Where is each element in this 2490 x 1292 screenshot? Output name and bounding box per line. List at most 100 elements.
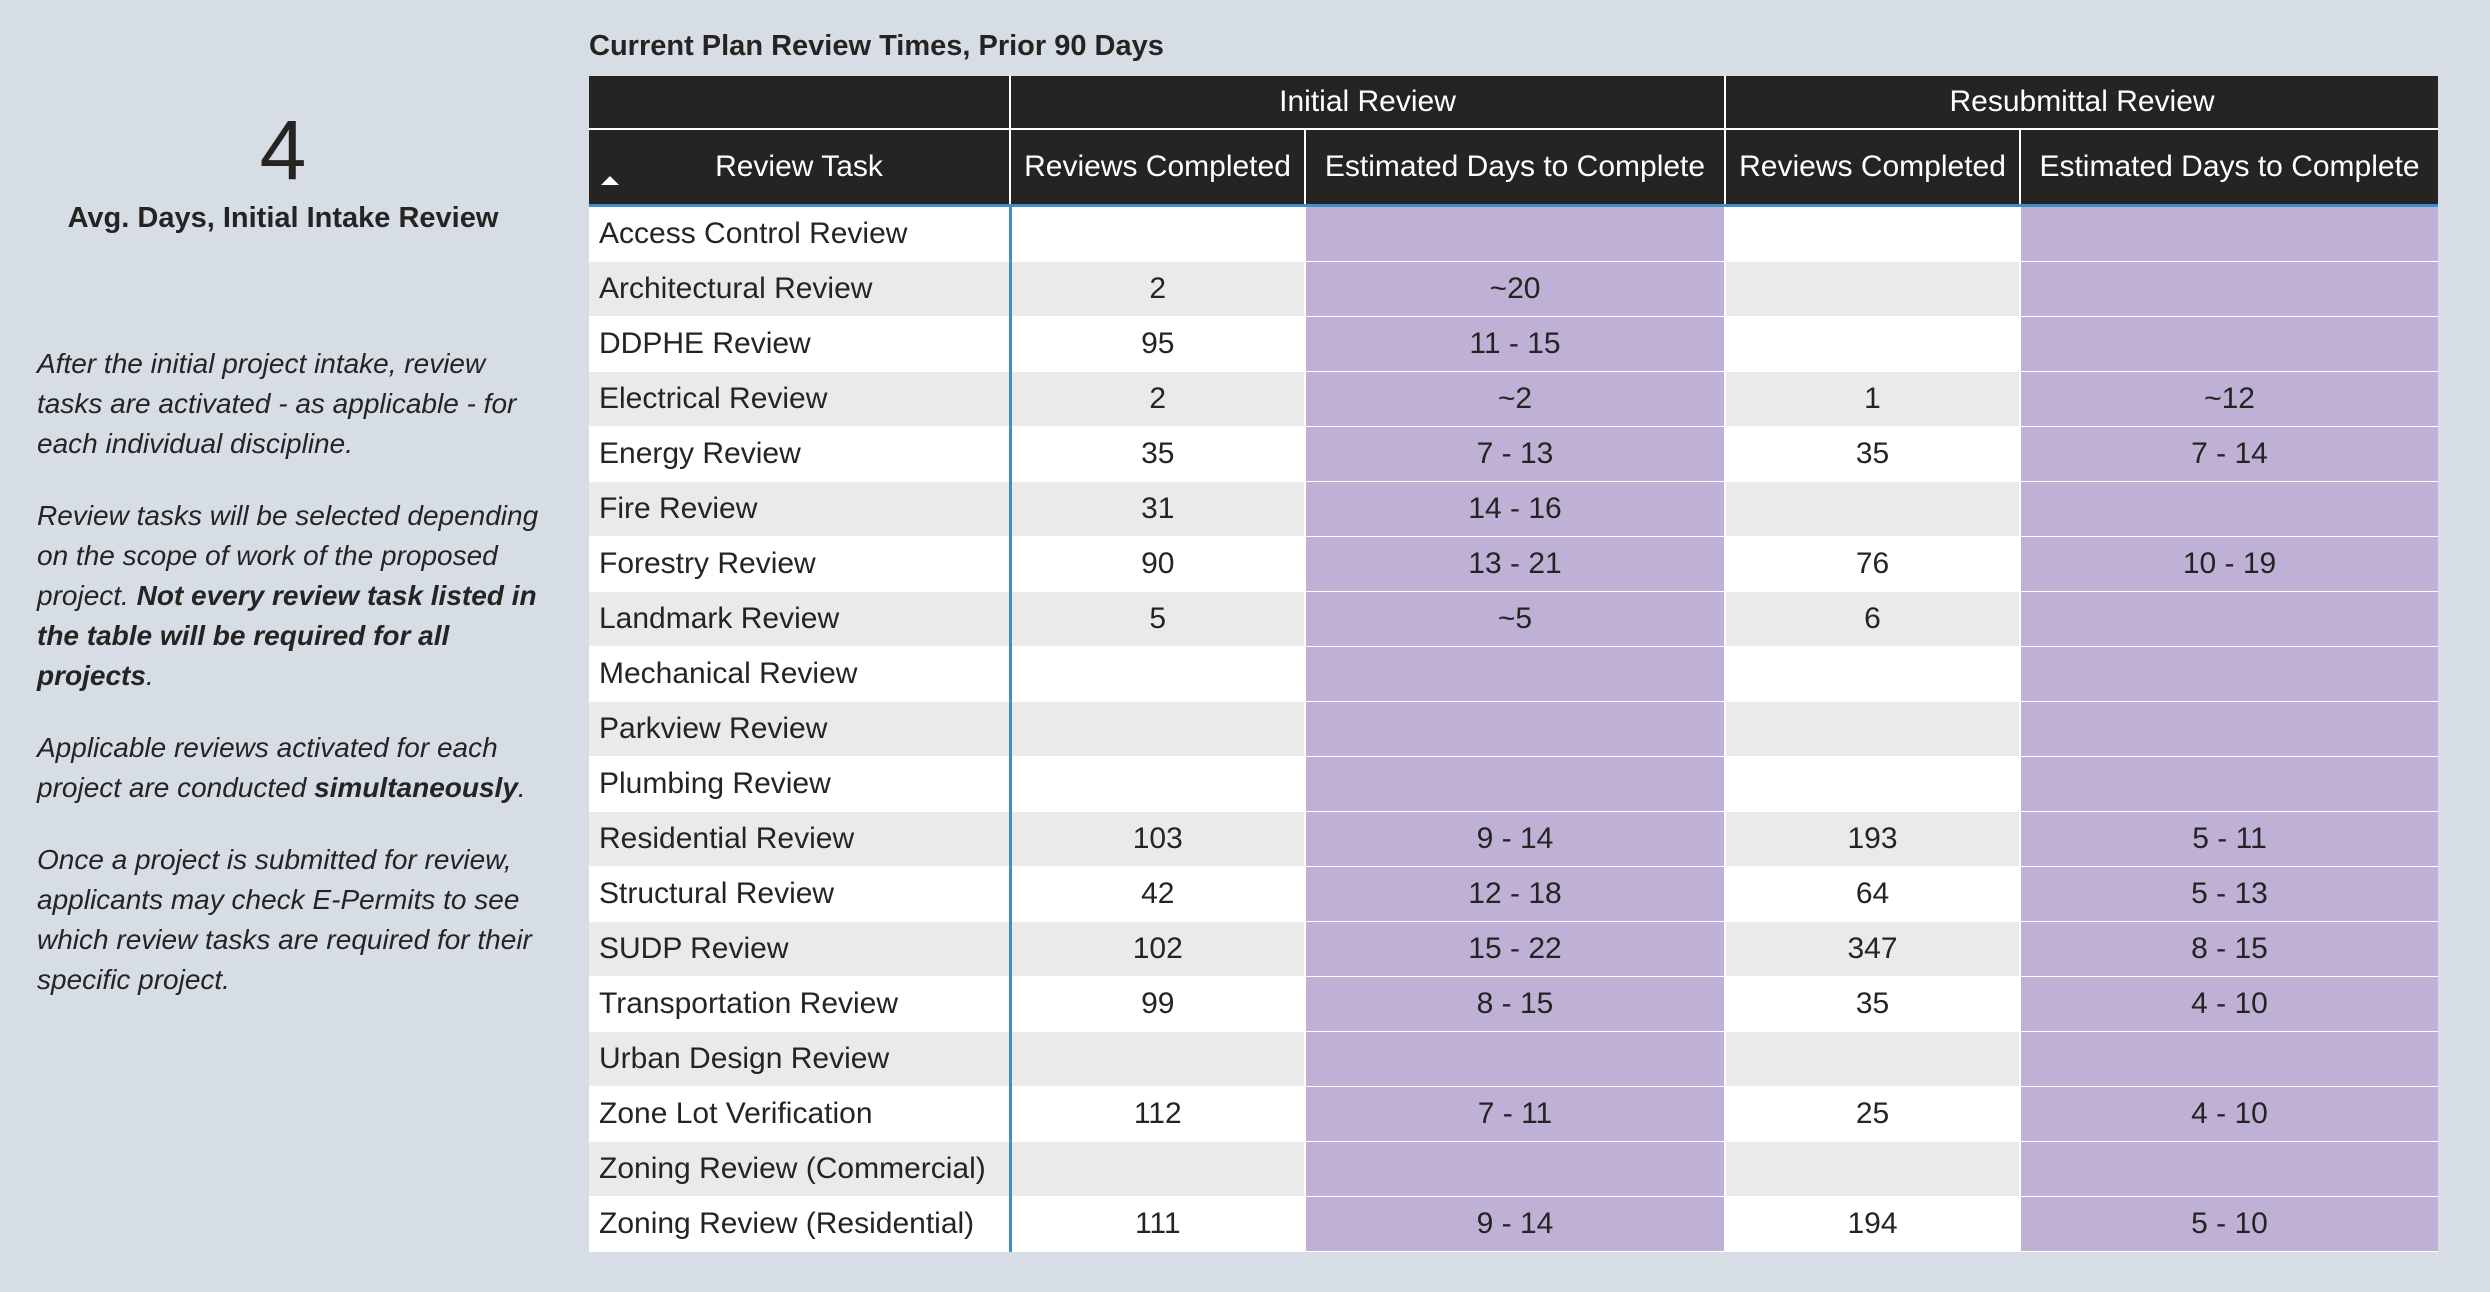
value-cell — [2019, 591, 2439, 647]
table-row: Zoning Review (Residential) 111 9 - 14 194 5… — [589, 1196, 2439, 1252]
task-cell: Fire Review — [589, 481, 1010, 537]
table-row: Zoning Review (Commercial) — [589, 1141, 2439, 1197]
value-cell — [1008, 701, 1305, 757]
value-cell — [2019, 646, 2439, 702]
value-cell: 12 - 18 — [1303, 866, 1726, 922]
value-cell: 42 — [1008, 866, 1305, 922]
value-cell: 7 - 13 — [1303, 426, 1726, 482]
value-cell: 112 — [1008, 1086, 1305, 1142]
value-cell: 8 - 15 — [2019, 921, 2439, 977]
table-row: Transportation Review 99 8 - 15 35 4 - 10 — [589, 976, 2439, 1032]
note-emphasis: Not every review task listed in the tabl… — [37, 580, 537, 691]
note-emphasis: simultaneously — [314, 772, 518, 803]
value-cell — [2019, 205, 2439, 262]
value-cell: 5 - 11 — [2019, 811, 2439, 867]
value-cell: 7 - 11 — [1303, 1086, 1726, 1142]
value-cell — [1303, 1141, 1726, 1197]
task-cell: Architectural Review — [589, 261, 1010, 317]
value-cell: 4 - 10 — [2019, 976, 2439, 1032]
sort-indicator[interactable] — [601, 160, 619, 194]
task-cell: Structural Review — [589, 866, 1010, 922]
value-cell: 14 - 16 — [1303, 481, 1726, 537]
value-cell — [2019, 261, 2439, 317]
task-cell: Forestry Review — [589, 536, 1010, 592]
value-cell — [1303, 1031, 1726, 1087]
table-title: Current Plan Review Times, Prior 90 Days — [589, 30, 1164, 62]
task-cell: Plumbing Review — [589, 756, 1010, 812]
value-cell — [1008, 756, 1305, 812]
note-text: . — [517, 772, 526, 803]
value-cell — [1303, 646, 1726, 702]
note-paragraph: After the initial project intake, review… — [37, 344, 552, 464]
column-header: Reviews Completed — [1724, 129, 2021, 207]
value-cell — [1303, 701, 1726, 757]
kpi-value: 4 — [259, 103, 307, 197]
column-header: Estimated Days to Complete — [1303, 129, 1726, 207]
column-header: Review Task — [589, 129, 1010, 207]
value-cell: 193 — [1724, 811, 2021, 867]
table-row: Fire Review 31 14 - 16 — [589, 481, 2439, 537]
value-cell: 4 - 10 — [2019, 1086, 2439, 1142]
value-cell: 64 — [1724, 866, 2021, 922]
value-cell: 31 — [1008, 481, 1305, 537]
value-cell — [1724, 756, 2021, 812]
table-row: Parkview Review — [589, 701, 2439, 757]
value-cell — [1724, 646, 2021, 702]
column-header-text: Reviews Completed — [1739, 150, 2006, 183]
value-cell: 35 — [1724, 426, 2021, 482]
value-cell: 7 - 14 — [2019, 426, 2439, 482]
column-header-text: Estimated Days to Complete — [2039, 150, 2420, 183]
value-cell: 347 — [1724, 921, 2021, 977]
value-cell — [2019, 756, 2439, 812]
value-cell: 103 — [1008, 811, 1305, 867]
table-row: Structural Review 42 12 - 18 64 5 - 13 — [589, 866, 2439, 922]
value-cell — [1724, 316, 2021, 372]
table-row: SUDP Review 102 15 - 22 347 8 - 15 — [589, 921, 2439, 977]
value-cell — [1724, 1141, 2021, 1197]
value-cell: 1 — [1724, 371, 2021, 427]
value-cell — [1303, 756, 1726, 812]
value-cell: 9 - 14 — [1303, 1196, 1726, 1252]
value-cell: 35 — [1724, 976, 2021, 1032]
value-cell — [2019, 701, 2439, 757]
value-cell — [1008, 646, 1305, 702]
value-cell: 76 — [1724, 536, 2021, 592]
note-paragraph: Once a project is submitted for review, … — [37, 840, 552, 1000]
value-cell — [1724, 1031, 2021, 1087]
value-cell — [2019, 481, 2439, 537]
group-header: Initial Review — [1008, 76, 1726, 130]
value-cell: ~5 — [1303, 591, 1726, 647]
value-cell: 6 — [1724, 591, 2021, 647]
value-cell: ~2 — [1303, 371, 1726, 427]
value-cell: 25 — [1724, 1086, 2021, 1142]
value-cell: 10 - 19 — [2019, 536, 2439, 592]
column-header-text: Review Task — [715, 150, 883, 183]
task-cell: DDPHE Review — [589, 316, 1010, 372]
value-cell: 111 — [1008, 1196, 1305, 1252]
header-cell — [589, 76, 1010, 130]
task-cell: Zoning Review (Commercial) — [589, 1141, 1010, 1197]
column-header: Reviews Completed — [1009, 129, 1305, 207]
task-cell: Energy Review — [589, 426, 1010, 482]
table-row: Access Control Review — [589, 205, 2439, 262]
task-cell: Zoning Review (Residential) — [589, 1196, 1010, 1252]
value-cell: 5 - 10 — [2019, 1196, 2439, 1252]
table-row: Energy Review 35 7 - 13 35 7 - 14 — [589, 426, 2439, 482]
value-cell: 5 — [1008, 591, 1305, 647]
value-cell: 90 — [1008, 536, 1305, 592]
value-cell — [1008, 205, 1305, 262]
task-cell: SUDP Review — [589, 921, 1010, 977]
table-row: Electrical Review 2 ~2 1 ~12 — [589, 371, 2439, 427]
value-cell — [1724, 261, 2021, 317]
value-cell — [1724, 701, 2021, 757]
table-row: DDPHE Review 95 11 - 15 — [589, 316, 2439, 372]
value-cell: ~12 — [2019, 371, 2439, 427]
task-cell: Access Control Review — [589, 205, 1010, 262]
table-row: Plumbing Review — [589, 756, 2439, 812]
value-cell — [1008, 1031, 1305, 1087]
task-cell: Parkview Review — [589, 701, 1010, 757]
note-paragraph: Review tasks will be selected depending … — [37, 496, 552, 696]
group-header: Resubmittal Review — [1724, 76, 2439, 130]
task-cell: Residential Review — [589, 811, 1010, 867]
task-cell: Urban Design Review — [589, 1031, 1010, 1087]
